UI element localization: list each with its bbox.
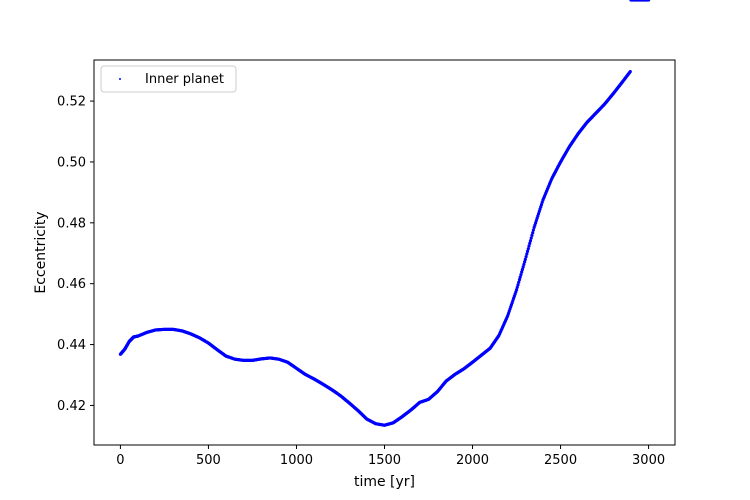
x-tick-label: 2500 [544,453,577,468]
y-axis-label: Eccentricity [33,211,49,293]
data-point [517,278,522,282]
data-point [521,265,525,269]
data-point [528,241,532,245]
legend-entry-inner-planet: Inner planet [145,72,224,87]
x-tick-label: 1000 [280,453,313,468]
x-tick-label: 1500 [368,453,401,468]
data-point [531,228,536,232]
y-tick-label: 0.52 [57,95,86,110]
data-point [523,260,527,264]
data-point [520,270,524,274]
data-point [524,255,528,259]
data-point [514,288,519,292]
y-tick-label: 0.44 [57,338,86,353]
y-tick-label: 0.46 [57,277,86,292]
data-point [527,244,531,248]
data-point [518,275,522,279]
data-points-layer [118,0,651,427]
x-tick-label: 3000 [632,453,665,468]
data-point [517,280,521,284]
legend: Inner planet [100,65,237,93]
data-point [522,262,526,267]
x-tick-label: 2000 [456,453,489,468]
y-tick-label: 0.48 [57,216,86,231]
y-tick-label: 0.42 [57,399,86,414]
data-point [519,272,523,277]
data-point [531,231,535,235]
data-point [515,285,519,289]
data-point [523,257,527,261]
data-point [646,0,651,2]
data-point [525,249,530,253]
legend-box [100,65,237,93]
x-axis-label: time [yr] [354,474,415,490]
y-tick-label: 0.50 [57,155,86,170]
data-point [528,239,533,243]
y-axis-ticks: 0.42 0.44 0.46 0.48 0.50 0.52 [57,95,94,414]
data-point [628,70,632,74]
legend-marker [119,78,121,80]
data-point [520,267,525,272]
data-point [525,252,529,256]
data-point [529,236,533,240]
data-point [530,233,534,237]
plot-area [94,60,675,445]
x-axis-ticks: 0 500 1000 1500 2000 2500 3000 [116,445,665,468]
data-point [516,283,520,287]
x-tick-label: 500 [196,453,221,468]
x-tick-label: 0 [116,453,124,468]
data-point [526,247,530,251]
